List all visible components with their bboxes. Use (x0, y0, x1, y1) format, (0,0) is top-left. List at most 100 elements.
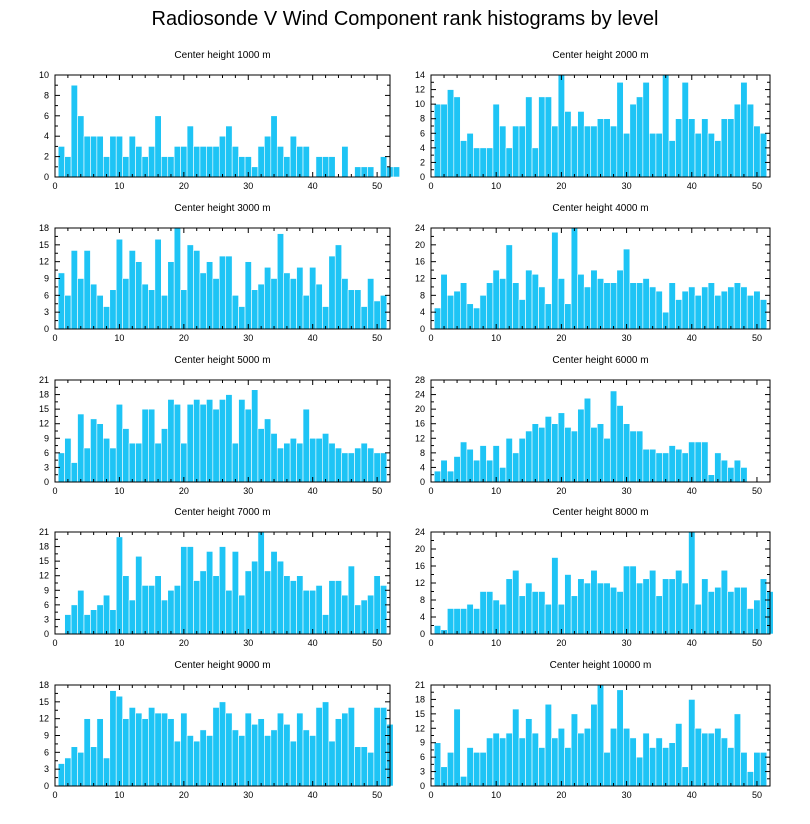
histogram-bar (122, 718, 130, 787)
histogram-bar (257, 531, 265, 635)
histogram-bar (655, 595, 663, 635)
histogram-bar (433, 625, 442, 635)
histogram-bar (160, 156, 169, 178)
histogram-bar (675, 118, 683, 178)
histogram-bar (486, 737, 494, 787)
x-tick-label: 30 (243, 333, 253, 343)
x-tick-label: 30 (243, 181, 253, 191)
histogram-bar (499, 125, 507, 178)
histogram-bar (141, 156, 149, 178)
histogram-bar (334, 447, 342, 483)
histogram-bar (218, 255, 227, 330)
histogram-bar (596, 118, 605, 178)
histogram-bar (212, 408, 220, 483)
histogram-bar (231, 146, 239, 178)
histogram-bar (460, 776, 468, 787)
histogram-bar (302, 295, 310, 330)
histogram-bar (341, 594, 349, 635)
y-tick-label: 0 (44, 629, 49, 639)
y-tick-label: 18 (415, 694, 425, 704)
histogram-bar (347, 452, 355, 483)
histogram-bar (225, 125, 233, 178)
histogram-bar (688, 118, 696, 178)
y-tick-label: 9 (44, 433, 49, 443)
histogram-bar (701, 118, 709, 178)
histogram-bar (714, 586, 722, 635)
histogram-bar (733, 459, 741, 483)
histogram-bar (564, 747, 572, 787)
histogram-bar (193, 146, 201, 178)
x-tick-label: 50 (752, 486, 762, 496)
histogram-bar (518, 437, 526, 483)
histogram-bar (70, 462, 78, 483)
histogram-bar (231, 295, 239, 330)
histogram-bar (309, 589, 317, 635)
histogram-panel-9: Center height 9000 m 0 10 20 30 40 50 0 3 6 9 12 15 1… (39, 660, 394, 800)
histogram-bar (623, 727, 631, 787)
histogram-bar (525, 269, 533, 330)
x-tick-label: 30 (622, 486, 632, 496)
panel-title: Center height 5000 m (174, 355, 270, 366)
y-tick-label: 0 (44, 477, 49, 487)
histogram-bar (629, 430, 637, 483)
histogram-bar (433, 470, 442, 483)
histogram-bar (681, 290, 689, 330)
histogram-bar (720, 737, 728, 787)
histogram-bar (570, 125, 578, 178)
histogram-bar (446, 752, 455, 787)
histogram-bar (551, 231, 559, 330)
histogram-bar (733, 586, 741, 635)
histogram-bar (148, 707, 156, 787)
histogram-bar (70, 250, 78, 330)
histogram-bar (623, 248, 631, 330)
histogram-bar (668, 282, 676, 330)
histogram-bar (354, 604, 362, 635)
histogram-bar (720, 569, 728, 635)
histogram-bar (642, 278, 650, 330)
histogram-bar (264, 570, 272, 635)
histogram-bar (603, 582, 611, 635)
histogram-bar (740, 81, 748, 178)
y-tick-label: 3 (44, 614, 49, 624)
histogram-bar (270, 115, 278, 178)
histogram-bar (167, 718, 175, 787)
histogram-bar (328, 442, 336, 483)
histogram-bar (251, 723, 259, 787)
histogram-bar (264, 266, 272, 330)
histogram-bar (740, 752, 748, 787)
y-tick-label: 15 (39, 556, 49, 566)
y-tick-label: 18 (39, 542, 49, 552)
y-tick-label: 2 (44, 152, 49, 162)
y-tick-label: 15 (39, 240, 49, 250)
y-tick-label: 20 (415, 404, 425, 414)
histogram-bar (115, 403, 123, 483)
x-tick-label: 10 (491, 638, 501, 648)
histogram-bar (564, 111, 572, 178)
y-tick-label: 3 (44, 307, 49, 317)
histogram-bar (309, 437, 317, 483)
histogram-bar (225, 712, 233, 787)
histogram-bar (135, 261, 143, 330)
histogram-bar (551, 557, 559, 635)
histogram-bar (231, 551, 239, 635)
histogram-bar (173, 227, 181, 330)
histogram-bar (551, 737, 559, 787)
x-tick-label: 20 (179, 486, 189, 496)
histogram-bar (675, 448, 683, 483)
y-tick-label: 20 (415, 240, 425, 250)
histogram-bar (596, 582, 605, 635)
y-tick-label: 8 (420, 114, 425, 124)
histogram-bar (289, 437, 297, 483)
histogram-bar (115, 135, 123, 178)
histogram-bar (746, 608, 755, 635)
y-tick-label: 8 (44, 90, 49, 100)
histogram-bar (322, 156, 330, 178)
histogram-bar (460, 140, 468, 178)
histogram-bar (322, 306, 330, 330)
x-tick-label: 20 (556, 790, 566, 800)
histogram-bar (694, 295, 702, 330)
histogram-bar (231, 442, 239, 483)
y-tick-label: 0 (44, 324, 49, 334)
histogram-bar (90, 746, 98, 787)
histogram-bar (328, 255, 336, 330)
